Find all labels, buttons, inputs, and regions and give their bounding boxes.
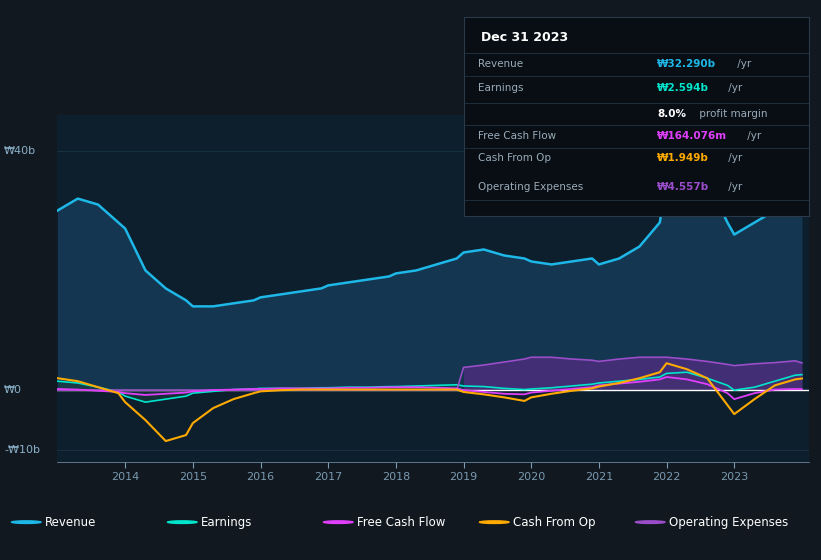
Text: Dec 31 2023: Dec 31 2023 [481, 31, 568, 44]
Text: Revenue: Revenue [45, 516, 97, 529]
Text: /yr: /yr [725, 182, 742, 192]
Text: ₩2.594b: ₩2.594b [657, 83, 709, 94]
Circle shape [635, 521, 665, 524]
Text: Operating Expenses: Operating Expenses [478, 182, 583, 192]
Text: ₩1.949b: ₩1.949b [657, 153, 709, 163]
Text: Free Cash Flow: Free Cash Flow [357, 516, 446, 529]
Text: Earnings: Earnings [478, 83, 523, 94]
Circle shape [11, 521, 41, 524]
Text: /yr: /yr [744, 131, 761, 141]
Text: /yr: /yr [725, 83, 742, 94]
Text: Operating Expenses: Operating Expenses [669, 516, 788, 529]
Text: Earnings: Earnings [201, 516, 253, 529]
Text: Cash From Op: Cash From Op [478, 153, 551, 163]
Text: ₩0: ₩0 [4, 385, 22, 395]
Text: profit margin: profit margin [695, 109, 767, 119]
Text: 8.0%: 8.0% [657, 109, 686, 119]
Text: /yr: /yr [725, 153, 742, 163]
Text: ₩40b: ₩40b [4, 146, 36, 156]
Text: Free Cash Flow: Free Cash Flow [478, 131, 556, 141]
Circle shape [167, 521, 197, 524]
Circle shape [479, 521, 509, 524]
Text: Cash From Op: Cash From Op [513, 516, 595, 529]
Text: -₩10b: -₩10b [4, 445, 40, 455]
Text: Revenue: Revenue [478, 58, 523, 68]
Text: ₩164.076m: ₩164.076m [657, 131, 727, 141]
Circle shape [323, 521, 353, 524]
Text: /yr: /yr [734, 58, 751, 68]
Text: ₩32.290b: ₩32.290b [657, 58, 716, 68]
Text: ₩4.557b: ₩4.557b [657, 182, 709, 192]
